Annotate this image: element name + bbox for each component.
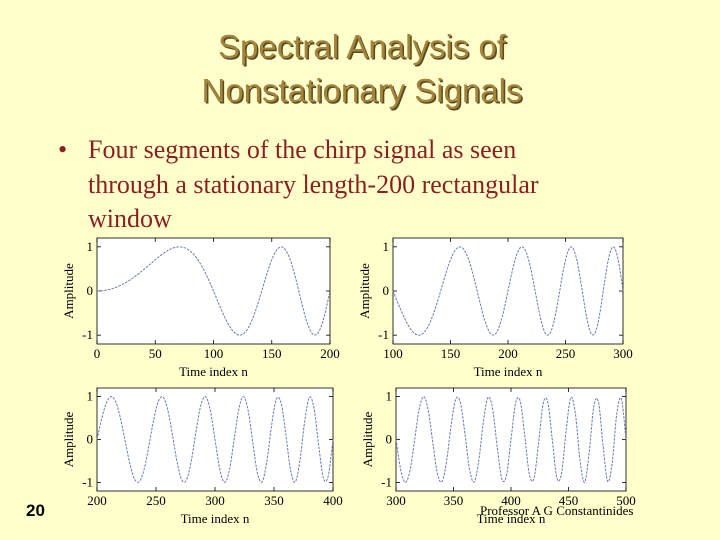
y-axis-label: Amplitude xyxy=(360,411,375,467)
chart: 300 350 400 450 500 -1 0 1 Time index n Amplitude xyxy=(360,387,636,526)
chart: 200 250 300 350 400 -1 0 1 Time index n Amplitude xyxy=(61,387,343,526)
plot-area xyxy=(395,387,627,492)
title-shadow: Nonstationary Signals xyxy=(203,74,524,111)
signal-line xyxy=(96,396,334,483)
x-axis-label: Time index n xyxy=(179,364,248,379)
x-tick-label: 350 xyxy=(444,493,464,508)
x-tick-label: 450 xyxy=(559,493,579,508)
x-tick-label: 200 xyxy=(498,346,518,361)
y-tick-label: 1 xyxy=(383,239,390,254)
x-tick-label: 100 xyxy=(383,346,403,361)
y-tick-label: 1 xyxy=(87,389,94,404)
x-tick-label: 300 xyxy=(613,346,633,361)
footer: Professor A G Constantinides xyxy=(480,503,633,518)
signal-line xyxy=(96,246,331,336)
y-tick-label: 1 xyxy=(386,389,393,404)
y-tick-label: -1 xyxy=(378,327,389,342)
signal-line xyxy=(392,246,624,336)
title-shadow: Spectral Analysis of xyxy=(220,30,509,67)
bullet-line: Four segments of the chirp signal as see… xyxy=(88,135,516,164)
bullet-marker: • xyxy=(58,135,67,164)
x-tick-label: 50 xyxy=(149,346,162,361)
bullet-line: through a stationary length-200 rectangu… xyxy=(88,170,539,199)
x-tick-label: 300 xyxy=(386,493,406,508)
y-tick-label: -1 xyxy=(82,474,93,489)
x-tick-label: 400 xyxy=(323,493,343,508)
x-tick-label: 150 xyxy=(441,346,461,361)
x-tick-label: 250 xyxy=(146,493,166,508)
y-tick-label: -1 xyxy=(82,327,93,342)
signal-line xyxy=(395,396,627,483)
y-tick-label: 0 xyxy=(383,283,390,298)
x-tick-label: 250 xyxy=(556,346,576,361)
y-tick-label: 0 xyxy=(386,432,393,447)
x-axis-label: Time index n xyxy=(477,511,546,526)
y-tick-label: 0 xyxy=(87,283,94,298)
y-tick-label: -1 xyxy=(381,474,392,489)
x-tick-label: 400 xyxy=(501,493,521,508)
y-axis-label: Amplitude xyxy=(357,263,372,319)
x-tick-label: 100 xyxy=(204,346,224,361)
y-tick-label: 0 xyxy=(87,432,94,447)
x-tick-label: 150 xyxy=(262,346,282,361)
chart: 100 150 200 250 300 -1 0 1 Time index n Amplitude xyxy=(357,237,633,379)
title-line: Nonstationary Signals xyxy=(201,72,522,109)
x-tick-label: 300 xyxy=(205,493,225,508)
y-tick-label: 1 xyxy=(87,239,94,254)
page-number: 20 xyxy=(26,501,45,520)
x-axis-label: Time index n xyxy=(181,511,250,526)
x-tick-label: 350 xyxy=(264,493,284,508)
y-axis-label: Amplitude xyxy=(61,411,76,467)
x-tick-label: 0 xyxy=(94,346,101,361)
bullet-line: window xyxy=(88,204,172,233)
x-tick-label: 500 xyxy=(616,493,636,508)
x-axis-label: Time index n xyxy=(474,364,543,379)
title-line: Spectral Analysis of xyxy=(218,28,507,65)
y-axis-label: Amplitude xyxy=(61,263,76,319)
x-tick-label: 200 xyxy=(87,493,107,508)
x-tick-label: 200 xyxy=(320,346,340,361)
